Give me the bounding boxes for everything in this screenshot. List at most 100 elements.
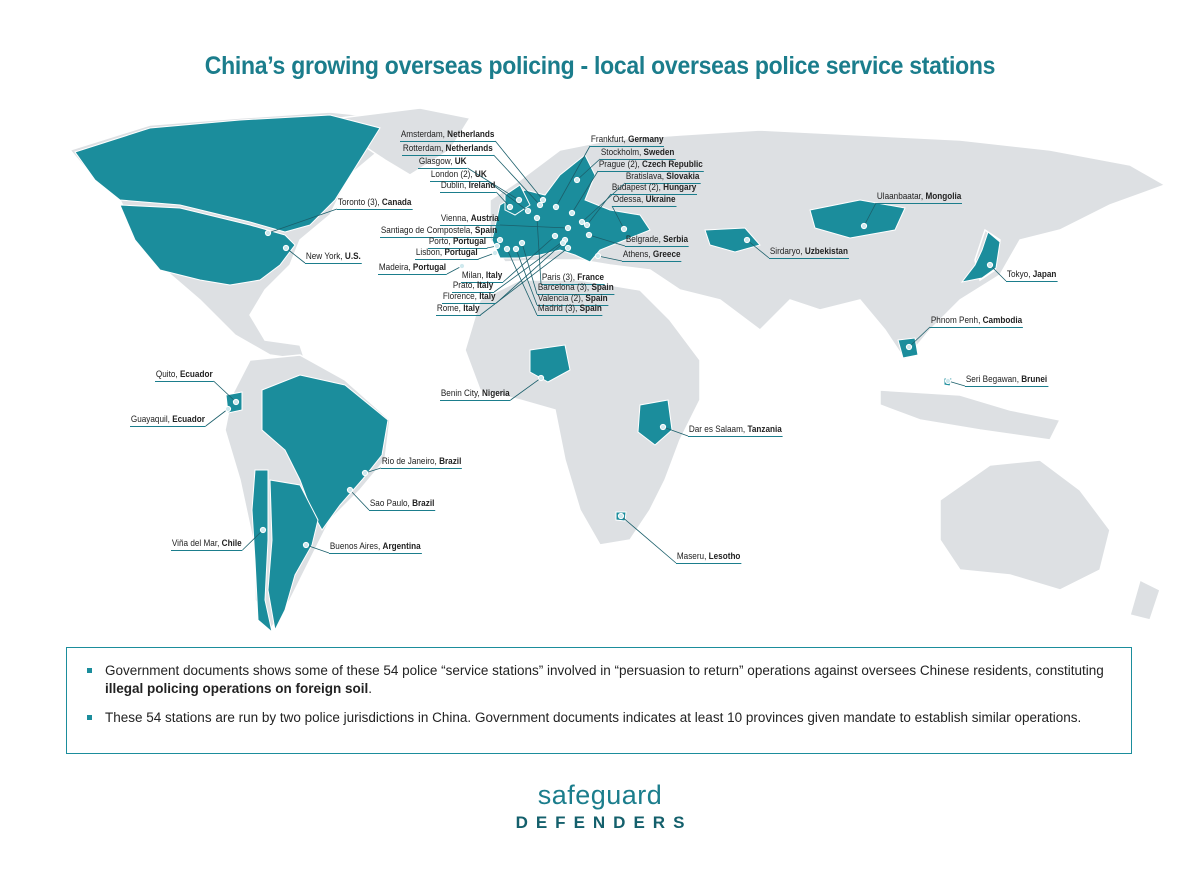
note-1: Government documents shows some of these… [87, 662, 1111, 698]
station-marker [506, 203, 514, 211]
station-label: Dublin, Ireland [440, 180, 497, 193]
country-chile [251, 469, 273, 634]
station-label: Stockholm, Sweden [600, 147, 676, 160]
station-city: Benin City, [440, 388, 483, 399]
landmass-africa [464, 279, 701, 546]
station-city: Guayaquil, [130, 414, 173, 425]
station-country: Portugal [452, 236, 487, 247]
leader-line [506, 248, 538, 316]
station-country: Italy [479, 291, 496, 302]
station-label: Budapest (2), Hungary [611, 182, 698, 195]
station-city: Dar es Salaam, [688, 424, 748, 435]
station-city: Rio de Janeiro, [381, 456, 440, 467]
station-country: Hungary [663, 182, 697, 193]
landmass-southeast-asia-islands [879, 389, 1062, 441]
station-city: Viña del Mar, [171, 538, 222, 549]
station-label: Quito, Ecuador [155, 369, 214, 382]
leader-line [662, 426, 689, 437]
leader-line [555, 145, 591, 208]
station-label: Bratislava, Slovakia [625, 171, 701, 184]
note-emphasis: illegal policing operations on foreign s… [105, 681, 369, 696]
station-label: Frankfurt, Germany [590, 134, 665, 147]
station-country: Brazil [412, 498, 435, 509]
leader-line [863, 202, 877, 227]
station-marker [232, 398, 240, 406]
station-country: Slovakia [666, 171, 700, 182]
station-country: Austria [470, 213, 499, 224]
station-city: Phnom Penh, [930, 315, 983, 326]
leader-line [205, 408, 229, 427]
country-europe-group [491, 154, 651, 263]
leader-line [499, 224, 569, 229]
safeguard-defenders-logo: safeguard DEFENDERS [0, 780, 1200, 833]
leader-line [536, 217, 542, 285]
logo-wordmark-bottom: DEFENDERS [515, 813, 693, 832]
station-label: Prague (2), Czech Republic [598, 159, 704, 172]
station-city: Quito, [155, 369, 180, 380]
station-label: Valencia (2), Spain [537, 293, 609, 306]
note-text: These 54 stations are run by two police … [105, 710, 1082, 725]
station-marker [491, 249, 499, 257]
station-country: Ireland [468, 180, 496, 191]
station-city: Amsterdam, [400, 129, 448, 140]
station-label: Porto, Portugal [428, 236, 487, 249]
leader-line [746, 239, 770, 259]
station-city: Madrid (3), [537, 303, 580, 314]
station-city: Dublin, [440, 180, 469, 191]
station-city: Athens, [622, 249, 653, 260]
station-marker [302, 541, 310, 549]
station-label: Madeira, Portugal [378, 262, 447, 275]
page-title: China’s growing overseas policing - loca… [204, 52, 996, 80]
station-city: Buenos Aires, [329, 541, 383, 552]
landmass-australia [939, 459, 1111, 591]
station-city: Barcelona (3), [537, 282, 592, 293]
station-label: Sao Paulo, Brazil [369, 498, 436, 511]
leader-line [305, 544, 330, 554]
station-label: Seri Begawan, Brunei [965, 374, 1049, 387]
station-city: Odessa, [612, 194, 646, 205]
station-marker [458, 262, 466, 270]
station-marker [518, 239, 526, 247]
country-japan [960, 231, 1001, 283]
station-label: Viña del Mar, Chile [171, 538, 243, 551]
country-usa [119, 204, 296, 286]
country-canada [74, 114, 381, 233]
station-country: Sweden [643, 147, 675, 158]
station-marker [564, 224, 572, 232]
country-mongolia [809, 199, 906, 239]
station-country: Netherlands [445, 143, 493, 154]
station-marker [594, 252, 602, 260]
station-label: Paris (3), France [541, 272, 605, 285]
station-label: Phnom Penh, Cambodia [930, 315, 1024, 328]
station-marker [282, 244, 290, 252]
station-marker [905, 343, 913, 351]
station-label: New York, U.S. [305, 251, 362, 264]
station-label: Sirdaryo, Uzbekistan [769, 246, 849, 259]
station-country: Czech Republic [642, 159, 703, 170]
station-country: Portugal [412, 262, 447, 273]
station-city: Rotterdam, [402, 143, 446, 154]
bullet-square-icon [87, 715, 92, 720]
station-country: Chile [221, 538, 242, 549]
station-country: France [577, 272, 605, 283]
station-label: Guayaquil, Ecuador [130, 414, 206, 427]
station-marker [986, 261, 994, 269]
station-marker [860, 222, 868, 230]
station-city: Frankfurt, [590, 134, 629, 145]
leader-line [496, 242, 564, 304]
station-city: London (2), [430, 169, 475, 180]
leader-line [510, 377, 542, 401]
station-country: Netherlands [447, 129, 495, 140]
station-city: Budapest (2), [611, 182, 664, 193]
station-marker [620, 225, 628, 233]
station-city: Maseru, [676, 551, 709, 562]
station-country: UK [454, 156, 467, 167]
station-label: Lisbon, Portugal [415, 247, 479, 260]
station-city: Prato, [452, 280, 477, 291]
station-country: Canada [381, 197, 412, 208]
station-label: Glasgow, UK [418, 156, 468, 169]
station-city: Rome, [436, 303, 464, 314]
leader-line [242, 529, 264, 551]
station-marker [537, 374, 545, 382]
